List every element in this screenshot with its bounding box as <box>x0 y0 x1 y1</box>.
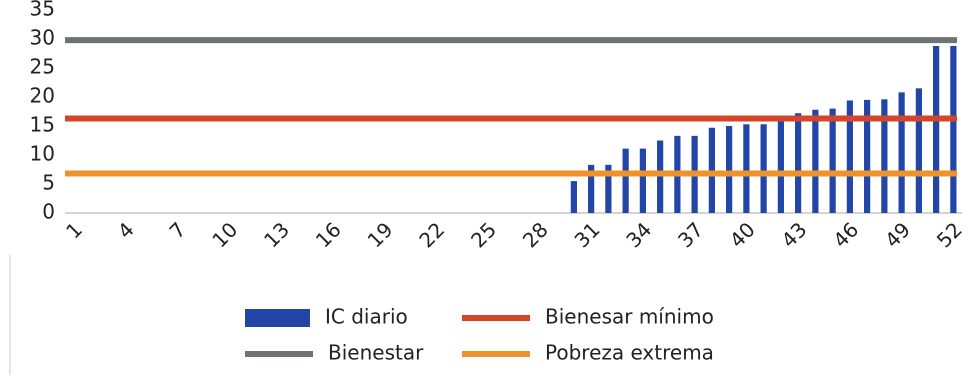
bar <box>950 45 957 214</box>
legend-label: IC diario <box>325 305 408 329</box>
y-tick-label: 25 <box>30 55 55 79</box>
bar <box>605 164 612 213</box>
x-tick-label: 31 <box>570 217 605 252</box>
bar <box>933 45 940 214</box>
legend-swatch <box>245 309 310 327</box>
bar <box>881 99 888 213</box>
legend-label: Bienesar mínimo <box>545 305 714 329</box>
bar <box>760 124 767 213</box>
bar <box>864 99 871 213</box>
legend-label: Bienestar <box>328 341 424 365</box>
bar <box>812 109 819 213</box>
x-tick-label: 25 <box>466 217 501 252</box>
x-tick-label: 10 <box>207 217 242 252</box>
x-tick-label: 1 <box>61 217 87 243</box>
y-tick-label: 20 <box>30 84 55 108</box>
x-tick-label: 34 <box>621 217 656 252</box>
x-tick-label: 52 <box>932 217 967 252</box>
x-tick-label: 19 <box>363 217 398 252</box>
y-tick-label: 35 <box>30 0 55 21</box>
bar <box>898 92 905 213</box>
bar <box>846 100 853 213</box>
bar <box>570 181 577 213</box>
x-tick-label: 7 <box>165 217 191 243</box>
legend-label: Pobreza extrema <box>545 341 714 365</box>
bar <box>777 120 784 213</box>
bar <box>743 124 750 213</box>
bar <box>588 164 595 213</box>
x-tick-label: 43 <box>777 217 812 252</box>
x-tick-label: 37 <box>673 217 708 252</box>
bar <box>915 88 922 213</box>
y-tick-label: 30 <box>30 26 55 50</box>
x-tick-label: 4 <box>113 217 139 243</box>
y-tick-label: 15 <box>30 113 55 137</box>
y-tick-label: 10 <box>30 142 55 166</box>
x-tick-label: 46 <box>828 217 863 252</box>
x-tick-label: 40 <box>725 217 760 252</box>
x-tick-label: 13 <box>259 217 294 252</box>
bar <box>795 113 802 213</box>
bar <box>639 148 646 213</box>
x-tick-label: 16 <box>311 217 346 252</box>
x-tick-label: 22 <box>414 217 449 252</box>
bar <box>726 126 733 213</box>
x-tick-label: 49 <box>880 217 915 252</box>
x-tick-label: 28 <box>518 217 553 252</box>
y-tick-label: 0 <box>42 200 55 224</box>
bar <box>657 140 664 213</box>
bar <box>829 108 836 213</box>
y-tick-label: 5 <box>42 171 55 195</box>
bar <box>708 127 715 213</box>
bar <box>622 148 629 213</box>
